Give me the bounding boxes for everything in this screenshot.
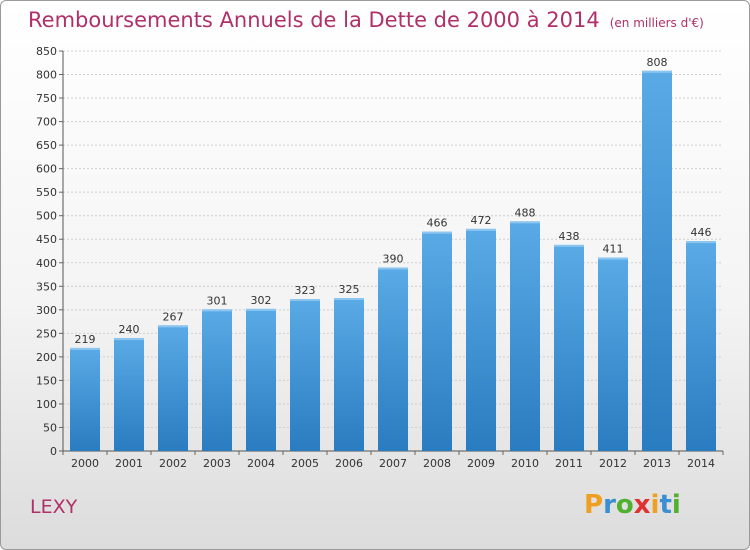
chart-title: Remboursements Annuels de la Dette de 20…: [28, 8, 704, 32]
x-tick-label: 2011: [555, 457, 583, 470]
bar-top-highlight: [378, 267, 408, 270]
bar-value-label: 240: [119, 323, 140, 336]
y-tick-label: 500: [36, 210, 57, 223]
x-tick-label: 2012: [599, 457, 627, 470]
bar: [114, 338, 144, 451]
bar-top-highlight: [510, 221, 540, 224]
x-tick-label: 2010: [511, 457, 539, 470]
x-tick-label: 2001: [115, 457, 143, 470]
x-tick-label: 2002: [159, 457, 187, 470]
x-tick-label: 2003: [203, 457, 231, 470]
x-tick-label: 2008: [423, 457, 451, 470]
bar: [246, 308, 276, 451]
bar-value-label: 808: [647, 56, 668, 69]
bar-value-label: 323: [295, 284, 316, 297]
bar-top-highlight: [290, 299, 320, 301]
bar-value-label: 390: [383, 252, 404, 265]
bar-value-label: 219: [75, 333, 96, 346]
bar: [554, 244, 584, 451]
bar-top-highlight: [686, 241, 716, 244]
y-tick-label: 800: [36, 69, 57, 82]
x-tick-label: 2014: [687, 457, 715, 470]
y-tick-label: 150: [36, 374, 57, 387]
bar-top-highlight: [158, 325, 188, 328]
bar: [598, 257, 628, 451]
y-tick-label: 300: [36, 304, 57, 317]
x-tick-label: 2006: [335, 457, 363, 470]
bar-top-highlight: [598, 257, 628, 260]
bar: [422, 231, 452, 451]
bar-top-highlight: [554, 244, 584, 247]
bar: [686, 241, 716, 451]
bar-value-label: 301: [207, 294, 228, 307]
logo-letter: r: [603, 490, 616, 520]
bar-top-highlight: [642, 70, 672, 73]
y-tick-label: 600: [36, 163, 57, 176]
bar-value-label: 302: [251, 294, 272, 307]
commune-name: LEXY: [30, 496, 78, 518]
bar: [466, 228, 496, 451]
chart-title-main: Remboursements Annuels de la Dette de 20…: [28, 8, 600, 32]
chart-title-unit: (en milliers d'€): [609, 16, 704, 30]
y-tick-label: 200: [36, 351, 57, 364]
y-tick-label: 0: [50, 445, 57, 458]
x-tick-label: 2004: [247, 457, 275, 470]
bar-value-label: 267: [163, 310, 184, 323]
y-tick-label: 350: [36, 280, 57, 293]
bar-value-label: 438: [559, 230, 580, 243]
logo-letter: t: [659, 490, 672, 520]
y-tick-label: 750: [36, 92, 57, 105]
bar: [70, 347, 100, 451]
y-tick-label: 700: [36, 116, 57, 129]
bar-value-label: 488: [515, 206, 536, 219]
y-tick-label: 250: [36, 327, 57, 340]
x-tick-label: 2013: [643, 457, 671, 470]
x-tick-label: 2007: [379, 457, 407, 470]
bar-value-label: 446: [691, 226, 712, 239]
logo-letter: i: [671, 490, 681, 520]
x-tick-label: 2005: [291, 457, 319, 470]
bar: [378, 267, 408, 451]
bar-value-label: 472: [471, 214, 492, 227]
y-tick-label: 850: [36, 45, 57, 58]
bar: [202, 309, 232, 451]
bar-top-highlight: [70, 347, 100, 350]
bar: [290, 299, 320, 451]
bar-value-label: 466: [427, 217, 448, 230]
logo-letter: i: [650, 490, 660, 520]
proxiti-logo: Proxiti: [584, 490, 681, 520]
bar-value-label: 411: [603, 243, 624, 256]
bar-top-highlight: [466, 228, 496, 231]
bar: [158, 325, 188, 451]
logo-letter: x: [633, 490, 651, 520]
x-tick-label: 2000: [71, 457, 99, 470]
logo-letter: o: [615, 490, 634, 520]
y-tick-label: 100: [36, 398, 57, 411]
bar-value-label: 325: [339, 283, 360, 296]
bar-top-highlight: [114, 338, 144, 341]
y-tick-label: 650: [36, 139, 57, 152]
bar-top-highlight: [246, 308, 276, 311]
bar: [334, 298, 364, 451]
bar: [510, 221, 540, 451]
x-tick-label: 2009: [467, 457, 495, 470]
y-tick-label: 550: [36, 186, 57, 199]
bar-top-highlight: [334, 298, 364, 301]
logo-letter: P: [584, 490, 604, 520]
bar: [642, 70, 672, 451]
bar-top-highlight: [202, 309, 232, 312]
y-tick-label: 450: [36, 233, 57, 246]
bar-top-highlight: [422, 231, 452, 234]
y-tick-label: 50: [43, 421, 57, 434]
y-tick-label: 400: [36, 257, 57, 270]
